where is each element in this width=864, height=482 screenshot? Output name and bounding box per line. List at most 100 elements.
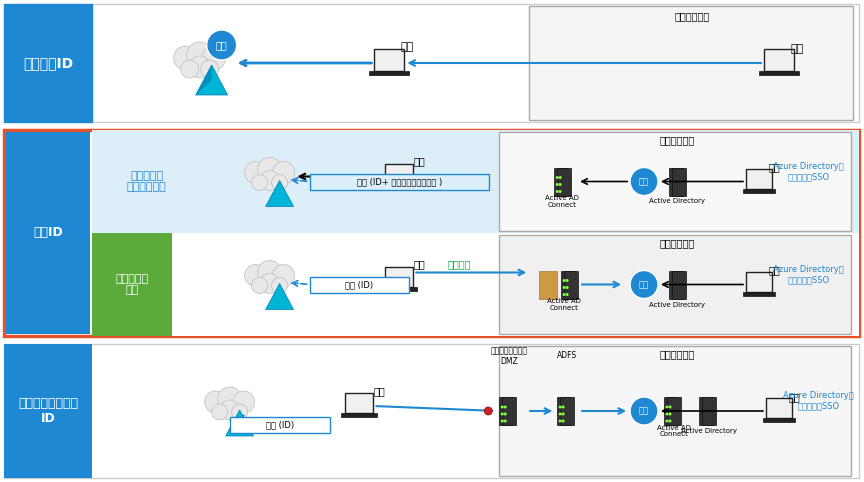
Circle shape	[251, 278, 268, 294]
Text: 社外: 社外	[414, 157, 425, 166]
FancyBboxPatch shape	[346, 393, 373, 413]
Circle shape	[556, 183, 559, 186]
Text: お客様の環境: お客様の環境	[675, 11, 709, 21]
Text: お客様の環境: お客様の環境	[659, 349, 695, 359]
Circle shape	[257, 260, 282, 284]
Circle shape	[665, 413, 669, 415]
Circle shape	[562, 279, 566, 282]
Circle shape	[559, 405, 562, 409]
FancyBboxPatch shape	[539, 270, 557, 298]
Circle shape	[188, 56, 211, 78]
Circle shape	[271, 174, 288, 190]
Circle shape	[665, 405, 669, 409]
Circle shape	[219, 400, 239, 420]
Circle shape	[559, 419, 562, 423]
Circle shape	[562, 413, 565, 415]
Circle shape	[559, 176, 562, 179]
FancyBboxPatch shape	[672, 168, 686, 196]
Text: パススルー
認証: パススルー 認証	[115, 274, 149, 295]
Text: ADFS: ADFS	[557, 351, 577, 361]
Text: Active Directory: Active Directory	[649, 302, 705, 308]
Circle shape	[273, 161, 295, 184]
FancyBboxPatch shape	[764, 49, 794, 71]
FancyBboxPatch shape	[499, 132, 851, 231]
FancyBboxPatch shape	[4, 4, 92, 122]
Circle shape	[259, 171, 280, 190]
FancyBboxPatch shape	[499, 235, 851, 334]
Text: 認証: 認証	[216, 40, 227, 50]
Text: Active Directory: Active Directory	[681, 428, 737, 434]
Text: トンネル: トンネル	[448, 259, 471, 269]
Text: 社内: 社内	[769, 266, 781, 276]
Text: 社内: 社内	[789, 392, 801, 402]
FancyBboxPatch shape	[309, 277, 410, 293]
FancyBboxPatch shape	[743, 292, 775, 295]
FancyBboxPatch shape	[4, 344, 92, 478]
Text: 認証: 認証	[639, 406, 649, 415]
Circle shape	[504, 419, 507, 423]
Text: 認証: 認証	[639, 280, 649, 289]
Circle shape	[665, 419, 669, 423]
FancyBboxPatch shape	[499, 397, 513, 425]
Text: お客様の環境: お客様の環境	[659, 238, 695, 248]
FancyBboxPatch shape	[746, 169, 772, 188]
Circle shape	[566, 279, 569, 282]
FancyBboxPatch shape	[385, 267, 413, 286]
Circle shape	[504, 405, 507, 409]
FancyBboxPatch shape	[763, 418, 795, 422]
Circle shape	[556, 176, 559, 179]
Circle shape	[562, 419, 565, 423]
Text: Active AD
Connect: Active AD Connect	[547, 298, 581, 311]
Circle shape	[212, 404, 227, 420]
FancyBboxPatch shape	[381, 184, 417, 187]
Text: 社外: 社外	[401, 42, 414, 52]
Text: 社外: 社外	[414, 259, 425, 269]
Circle shape	[630, 397, 658, 425]
FancyBboxPatch shape	[667, 397, 681, 425]
FancyBboxPatch shape	[557, 397, 571, 425]
Polygon shape	[265, 283, 294, 309]
FancyBboxPatch shape	[499, 346, 851, 476]
FancyBboxPatch shape	[746, 271, 772, 292]
Circle shape	[218, 387, 242, 411]
FancyBboxPatch shape	[370, 71, 410, 75]
Circle shape	[501, 405, 504, 409]
FancyBboxPatch shape	[530, 6, 853, 120]
FancyBboxPatch shape	[6, 132, 90, 334]
Text: 同期 (ID+ パスワードハッシュ ): 同期 (ID+ パスワードハッシュ )	[357, 177, 442, 186]
Polygon shape	[196, 65, 212, 95]
Circle shape	[501, 419, 504, 423]
Circle shape	[630, 270, 658, 298]
FancyBboxPatch shape	[560, 397, 575, 425]
Circle shape	[504, 413, 507, 415]
FancyBboxPatch shape	[92, 233, 172, 336]
Circle shape	[559, 183, 562, 186]
FancyBboxPatch shape	[759, 71, 799, 75]
Circle shape	[181, 60, 199, 78]
Circle shape	[562, 405, 565, 409]
FancyBboxPatch shape	[374, 49, 404, 71]
FancyBboxPatch shape	[554, 168, 569, 196]
Circle shape	[232, 391, 255, 413]
Circle shape	[245, 265, 267, 286]
FancyBboxPatch shape	[502, 397, 516, 425]
Circle shape	[206, 30, 237, 60]
FancyBboxPatch shape	[381, 286, 417, 291]
Circle shape	[257, 158, 282, 182]
Text: Active AD
Connect: Active AD Connect	[657, 425, 691, 438]
FancyBboxPatch shape	[664, 397, 678, 425]
Text: 認証: 認証	[639, 177, 649, 186]
Circle shape	[205, 391, 226, 413]
FancyBboxPatch shape	[766, 398, 791, 418]
FancyBboxPatch shape	[92, 4, 859, 122]
Polygon shape	[226, 410, 254, 436]
Text: Azure Directoryの
資格情報でSSO: Azure Directoryの 資格情報でSSO	[784, 391, 854, 411]
Circle shape	[271, 278, 288, 294]
Circle shape	[245, 161, 267, 184]
Circle shape	[200, 60, 219, 78]
Circle shape	[232, 404, 248, 420]
FancyBboxPatch shape	[669, 270, 683, 298]
Text: Azure Directoryの
資格情報でSSO: Azure Directoryの 資格情報でSSO	[773, 265, 844, 284]
FancyBboxPatch shape	[341, 413, 378, 417]
FancyBboxPatch shape	[309, 174, 489, 189]
